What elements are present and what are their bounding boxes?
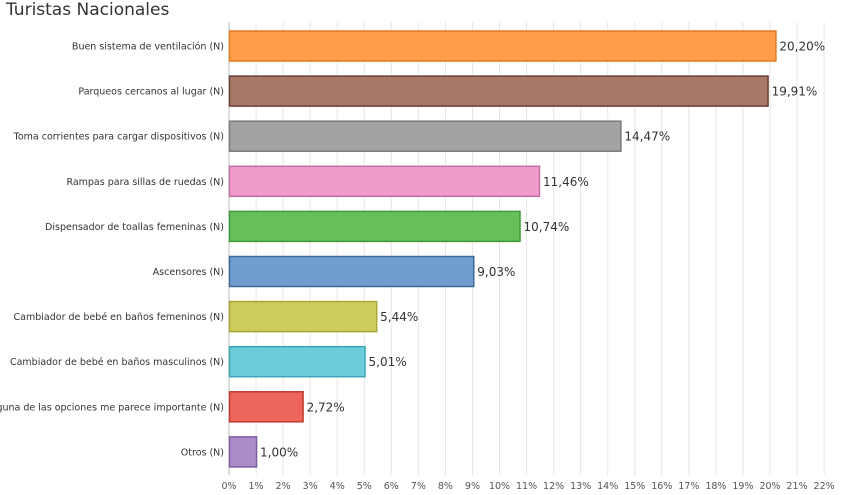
x-tick-label: 0%	[221, 481, 236, 492]
bar[interactable]	[228, 75, 769, 107]
x-tick-label: 20%	[759, 481, 780, 492]
value-label: 5,44%	[380, 310, 418, 324]
x-tick-label: 10%	[489, 481, 510, 492]
x-tick-label: 21%	[786, 481, 807, 492]
value-label: 10,74%	[524, 220, 570, 234]
x-tick-label: 11%	[516, 481, 537, 492]
x-tick-label: 15%	[624, 481, 645, 492]
chart-title: Turistas Nacionales	[6, 0, 170, 20]
x-tick-label: 17%	[678, 481, 699, 492]
x-tick-label: 2%	[276, 481, 291, 492]
bar[interactable]	[228, 345, 366, 378]
x-tick-label: 16%	[651, 481, 672, 492]
bar[interactable]	[228, 391, 304, 423]
x-tick-label: 6%	[384, 481, 399, 492]
bar[interactable]	[228, 120, 622, 152]
x-tick-label: 1%	[249, 481, 264, 492]
bar[interactable]	[228, 436, 258, 468]
bar[interactable]	[228, 30, 777, 62]
category-label: Parqueos cercanos al lugar (N)	[78, 87, 224, 98]
bar[interactable]	[228, 165, 541, 198]
x-tick-label: 7%	[411, 481, 426, 492]
category-label: Cambiador de bebé en baños femeninos (N)	[14, 312, 224, 323]
x-tick-label: 3%	[303, 481, 318, 492]
category-label: Dispensador de toallas femeninas (N)	[45, 222, 224, 233]
x-tick-label: 19%	[732, 481, 753, 492]
category-label: Rampas para sillas de ruedas (N)	[66, 177, 224, 188]
x-tick-label: 5%	[357, 481, 372, 492]
x-tick-label: 8%	[438, 481, 453, 492]
value-label: 14,47%	[624, 130, 670, 144]
category-label: Otros (N)	[181, 447, 224, 458]
x-tick-label: 4%	[330, 481, 345, 492]
value-label: 2,72%	[307, 400, 345, 414]
value-label: 19,91%	[772, 85, 818, 99]
value-label: 11,46%	[543, 175, 589, 189]
x-tick-label: 14%	[597, 481, 618, 492]
category-label: Ninguna de las opciones me parece import…	[0, 402, 224, 413]
x-tick-label: 12%	[543, 481, 564, 492]
x-tick-label: 13%	[570, 481, 591, 492]
category-label: Buen sistema de ventilación (N)	[72, 42, 224, 53]
bar[interactable]	[228, 210, 521, 243]
value-label: 20,20%	[779, 40, 825, 54]
category-label: Ascensores (N)	[153, 267, 224, 278]
value-label: 9,03%	[477, 265, 515, 279]
bar[interactable]	[228, 255, 475, 288]
value-label: 1,00%	[260, 445, 298, 459]
category-label: Toma corrientes para cargar dispositivos…	[13, 132, 224, 143]
x-tick-label: 18%	[705, 481, 726, 492]
category-label: Cambiador de bebé en baños masculinos (N…	[10, 357, 224, 368]
value-label: 5,01%	[369, 355, 407, 369]
bar[interactable]	[228, 300, 378, 333]
x-tick-label: 9%	[465, 481, 480, 492]
x-tick-label: 22%	[814, 481, 835, 492]
